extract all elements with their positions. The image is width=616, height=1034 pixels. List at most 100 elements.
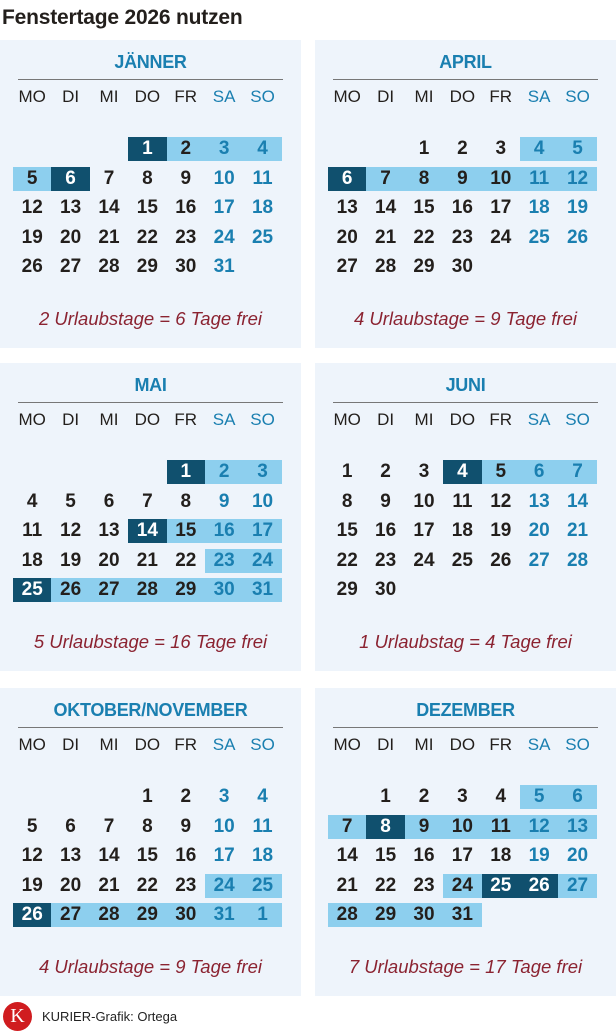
weekday-label: SA — [212, 735, 236, 754]
weekday-label: MI — [99, 410, 119, 429]
day-cell: 20 — [566, 845, 589, 866]
empty-cell — [51, 785, 89, 809]
day-cell: 18 — [451, 520, 473, 541]
day-cell: 3 — [418, 461, 430, 482]
empty-cell — [482, 255, 520, 279]
day-cell: 29 — [366, 903, 405, 927]
day-cell: 12 — [490, 490, 512, 512]
weekday-header: MO DI MI DO FR SA SO — [13, 87, 282, 107]
weekday-label: SA — [212, 410, 236, 429]
weekday-header: MO DI MI DO FR SA SO — [13, 410, 282, 430]
weekday-label: DI — [62, 87, 80, 106]
day-cell: 1 — [341, 461, 353, 482]
day-cell: 11 — [481, 814, 520, 839]
month-panel: JUNI MO DI MI DO FR SA SO 1 2 3 4 5 6 7 8 9 10 11 12 13 14 15… — [315, 363, 616, 671]
weekday-label: DO — [134, 735, 161, 754]
day-cell: 15 — [413, 197, 435, 218]
day-cell: 22 — [136, 226, 158, 248]
weekday-label: SO — [250, 735, 275, 754]
day-cell: 24 — [413, 549, 435, 571]
empty-cell — [51, 460, 89, 484]
day-cell: 12 — [558, 166, 597, 191]
divider — [18, 79, 283, 80]
day-cell: 4 — [519, 137, 559, 161]
day-cell: 13 — [60, 845, 82, 866]
day-cell: 7 — [366, 166, 405, 191]
day-cell: 19 — [60, 549, 82, 571]
day-cell: 7 — [103, 815, 115, 837]
empty-cell — [13, 137, 51, 161]
day-cell: 18 — [251, 197, 274, 218]
weekday-label: MI — [99, 735, 119, 754]
day-cell: 16 — [175, 197, 197, 218]
day-cell: 22 — [413, 226, 435, 248]
weekday-label: DI — [377, 735, 395, 754]
day-cell: 19 — [21, 874, 43, 896]
day-cell: 9 — [404, 814, 444, 839]
day-cell: 5 — [481, 460, 520, 484]
day-cell: 17 — [213, 845, 235, 866]
month-title: JÄNNER — [114, 52, 187, 72]
day-cell: 16 — [204, 519, 244, 543]
day-cell: 13 — [60, 197, 82, 218]
day-grid: 1 2 3 4 5 6 7 8 9 10 11 12 13 14 15 16 17 18 19 20 21 22 23 24 2… — [328, 458, 597, 606]
day-cell: 12 — [21, 197, 43, 218]
empty-cell — [558, 578, 596, 602]
empty-cell — [51, 137, 89, 161]
day-cell: 29 — [136, 256, 158, 277]
day-cell: 20 — [528, 520, 550, 541]
day-cell: 23 — [451, 226, 473, 248]
day-cell: 21 — [375, 226, 397, 248]
day-cell: 4 — [257, 786, 268, 807]
day-cell: 6 — [519, 460, 559, 484]
day-cell: 26 — [21, 256, 43, 277]
weekday-label: MI — [414, 410, 434, 429]
day-cell: 9 — [180, 167, 192, 189]
empty-cell — [90, 137, 128, 161]
day-cell: 16 — [375, 520, 397, 541]
day-cell: 7 — [328, 814, 367, 839]
empty-cell — [243, 255, 281, 279]
weekday-label: MO — [18, 87, 46, 106]
weekday-label: DO — [134, 410, 161, 429]
day-cell: 30 — [166, 903, 205, 927]
day-cell: 30 — [375, 579, 397, 600]
day-cell: 18 — [21, 549, 43, 571]
day-cell: 12 — [519, 814, 559, 839]
day-cell: 31 — [443, 903, 482, 927]
day-cell: 27 — [89, 578, 129, 602]
day-cell: 25 — [528, 226, 550, 248]
day-cell: 28 — [375, 256, 397, 277]
day-cell: 2 — [166, 137, 205, 161]
day-cell: 10 — [481, 166, 520, 191]
kurier-logo: K — [3, 1002, 32, 1031]
day-cell: 12 — [21, 845, 43, 866]
day-cell: 9 — [218, 490, 230, 512]
day-cell: 3 — [204, 137, 244, 161]
day-cell: 27 — [51, 903, 90, 927]
day-cell: 21 — [136, 549, 158, 571]
day-cell: 13 — [528, 490, 550, 512]
weekday-label: FR — [489, 735, 513, 754]
day-cell: 6 — [103, 490, 115, 512]
day-cell: 24 — [490, 226, 512, 248]
day-cell: 8 — [341, 490, 353, 512]
month-panel: MAI MO DI MI DO FR SA SO 1 2 3 4 5 6 7 8 9 10 11 12 13 14 15 1… — [0, 363, 301, 671]
day-cell: 18 — [251, 845, 274, 866]
day-grid: 1 2 3 4 5 6 7 8 9 10 11 12 13 14 15 16 17 18 19 20 21 22 23 24 2… — [13, 135, 282, 283]
day-cell: 25 — [481, 873, 520, 898]
day-cell: 16 — [175, 845, 197, 866]
day-cell: 4 — [495, 786, 507, 807]
day-cell: 6 — [558, 785, 597, 809]
day-cell: 1 — [166, 460, 205, 484]
day-cell: 3 — [243, 460, 282, 484]
logo-letter: K — [10, 1005, 25, 1027]
day-cell: 14 — [98, 845, 120, 866]
divider — [18, 727, 283, 728]
weekday-label: SO — [565, 735, 590, 754]
day-cell: 22 — [136, 874, 158, 896]
day-cell: 4 — [443, 460, 482, 484]
day-cell: 17 — [490, 197, 512, 218]
day-cell: 24 — [213, 226, 235, 248]
day-cell: 20 — [60, 226, 82, 248]
